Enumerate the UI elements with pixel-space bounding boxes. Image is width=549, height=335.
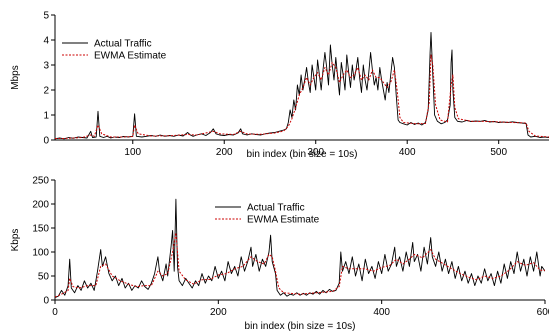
legend-label: Actual Traffic	[94, 39, 152, 50]
y-tick-label: 4	[43, 36, 49, 47]
y-axis-title: Kbps	[10, 229, 21, 252]
legend-label: EWMA Estimate	[94, 51, 167, 62]
x-tick-label: 400	[399, 147, 416, 158]
y-tick-label: 0	[43, 136, 49, 147]
y-tick-label: 1	[43, 111, 49, 122]
y-tick-label: 250	[32, 176, 49, 187]
y-tick-label: 100	[32, 248, 49, 259]
series-line-ewma-estimate	[55, 54, 549, 139]
y-tick-label: 3	[43, 61, 49, 72]
x-tick-label: 0	[52, 307, 58, 318]
y-tick-label: 200	[32, 200, 49, 211]
x-tick-label: 600	[537, 307, 549, 318]
y-tick-label: 0	[43, 296, 49, 307]
x-tick-label: 100	[124, 147, 141, 158]
chart-bottom-kbps: 0 50 100 150 200 250 0 200 400 600 bin index (bin …	[10, 176, 549, 333]
x-tick-label: 400	[373, 307, 390, 318]
legend-label: EWMA Estimate	[247, 215, 320, 226]
y-tick-label: 5	[43, 11, 49, 22]
x-tick-label: 500	[490, 147, 507, 158]
series-line-actual-traffic	[55, 32, 549, 140]
y-axis-title: Mbps	[10, 65, 21, 89]
x-tick-label: 200	[216, 147, 233, 158]
y-tick-label: 150	[32, 224, 49, 235]
y-tick-label: 2	[43, 86, 49, 97]
x-tick-label: 200	[210, 307, 227, 318]
x-tick-label: 300	[307, 147, 324, 158]
x-axis-title: bin index (bin size = 10s)	[247, 149, 358, 160]
chart-top-mbps: 0 1 2 3 4 5 100 200 300 400 500 bin index (bin size…	[10, 11, 549, 160]
series-line-ewma-estimate	[55, 232, 545, 298]
legend-label: Actual Traffic	[247, 203, 305, 214]
x-axis-title: bin index (bin size = 10s)	[245, 321, 356, 332]
y-tick-label: 50	[38, 272, 50, 283]
